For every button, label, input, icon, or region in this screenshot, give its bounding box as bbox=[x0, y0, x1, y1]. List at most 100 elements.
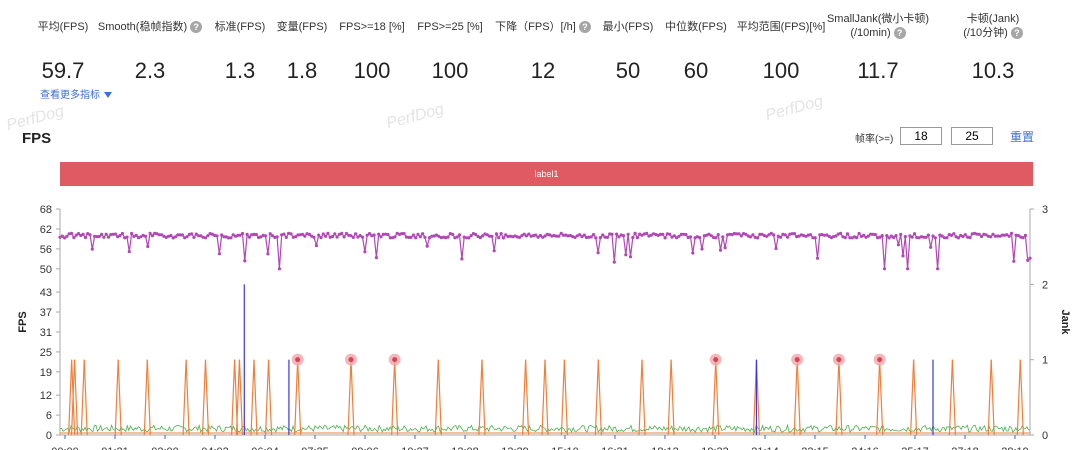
fps-point bbox=[95, 235, 99, 239]
fps-point bbox=[197, 234, 201, 238]
fps-point bbox=[554, 234, 559, 238]
label-bar[interactable]: label1 bbox=[60, 162, 1033, 186]
fps-point bbox=[356, 235, 360, 239]
fps-point bbox=[423, 235, 427, 239]
fps-point bbox=[675, 236, 679, 240]
x-tick-label: 02:00 bbox=[151, 446, 179, 450]
fps-point bbox=[631, 235, 635, 240]
metric-label: 平均(FPS) bbox=[37, 21, 89, 33]
fps-point bbox=[797, 234, 801, 238]
metric-label: 卡顿(Jank) bbox=[966, 13, 1020, 25]
x-tick-label: 16:31 bbox=[601, 446, 629, 450]
small-jank-spike bbox=[481, 359, 486, 436]
fps-point bbox=[809, 233, 813, 237]
fps-point bbox=[672, 234, 676, 238]
show-more-metrics-link[interactable]: 查看更多指标 bbox=[40, 86, 112, 101]
fps-point bbox=[1023, 233, 1027, 237]
x-tick-label: 28:19 bbox=[1001, 446, 1029, 450]
metric: 最小(FPS) 50 bbox=[598, 14, 658, 83]
help-icon[interactable]: ? bbox=[190, 21, 203, 33]
fps-point bbox=[894, 234, 898, 238]
y-axis-label: FPS bbox=[17, 311, 29, 332]
fps-point bbox=[917, 236, 921, 240]
metric-value: 2.3 bbox=[134, 58, 166, 83]
fps-point bbox=[924, 235, 928, 239]
help-icon[interactable]: ? bbox=[1010, 27, 1023, 39]
metric: 中位数(FPS) 60 bbox=[664, 14, 728, 83]
fps-point bbox=[300, 232, 305, 236]
small-jank-spike bbox=[264, 359, 270, 436]
fps-point bbox=[1026, 258, 1030, 262]
frame-rate-threshold-input-2[interactable] bbox=[951, 127, 993, 145]
fps-point bbox=[351, 235, 355, 239]
frame-rate-threshold-input-1[interactable] bbox=[900, 127, 942, 145]
x-tick-label: 21:14 bbox=[751, 446, 779, 450]
x-tick-label: 06:04 bbox=[251, 446, 279, 450]
help-icon[interactable]: ? bbox=[893, 27, 906, 39]
fps-point bbox=[862, 233, 866, 237]
small-jank-spike bbox=[835, 359, 840, 436]
metric-label-row: FPS>=18 [%] bbox=[339, 20, 404, 34]
metric-value: 50 bbox=[615, 58, 641, 83]
fps-point bbox=[903, 235, 907, 239]
small-jank-spike bbox=[294, 359, 299, 436]
fps-point bbox=[199, 234, 203, 238]
metric-value: 10.3 bbox=[971, 58, 1015, 83]
fps-point bbox=[421, 232, 425, 236]
fps-point bbox=[63, 236, 67, 240]
small-jank-spike bbox=[68, 359, 73, 436]
fps-point bbox=[645, 231, 649, 235]
fps-point bbox=[252, 232, 256, 236]
fps-point bbox=[411, 233, 415, 237]
fps-point bbox=[169, 233, 173, 238]
fps-point bbox=[134, 233, 138, 237]
fps-point bbox=[113, 232, 117, 236]
fps-point bbox=[677, 234, 681, 238]
fps-point bbox=[966, 235, 970, 239]
fps-point bbox=[968, 236, 972, 240]
y-tick-label: 62 bbox=[40, 224, 52, 236]
fps-point bbox=[499, 232, 503, 236]
fps-chart[interactable]: 06121925313743505662680123FPSJank00:0001… bbox=[0, 195, 1080, 450]
fps-point bbox=[229, 236, 233, 240]
fps-point bbox=[991, 232, 995, 236]
fps-point bbox=[372, 233, 376, 237]
fps-point bbox=[767, 233, 771, 237]
fps-point bbox=[451, 232, 455, 236]
fps-point bbox=[330, 234, 335, 239]
fps-point bbox=[289, 232, 293, 236]
fps-point bbox=[72, 236, 76, 240]
metric-label-sub: (/10min)? bbox=[850, 26, 906, 40]
fps-point bbox=[414, 236, 418, 240]
jank-marker bbox=[348, 357, 354, 363]
fps-point bbox=[236, 233, 240, 237]
small-jank-spike bbox=[204, 359, 210, 436]
fps-point bbox=[834, 234, 838, 238]
fps-point bbox=[303, 234, 307, 238]
fps-point bbox=[818, 233, 822, 237]
fps-point bbox=[993, 234, 998, 238]
fps-point bbox=[367, 232, 372, 236]
fps-point bbox=[120, 231, 124, 236]
small-jank-spike bbox=[641, 359, 646, 436]
fps-point bbox=[268, 232, 272, 236]
fps-point bbox=[240, 231, 245, 236]
fps-point bbox=[615, 232, 619, 236]
small-jank-spike bbox=[478, 359, 483, 436]
fps-point bbox=[626, 232, 630, 236]
fps-point bbox=[785, 235, 790, 239]
fps-point bbox=[811, 236, 815, 240]
small-jank-spike bbox=[670, 359, 675, 436]
fps-point bbox=[342, 235, 346, 239]
fps-point bbox=[146, 244, 150, 249]
help-icon[interactable]: ? bbox=[578, 21, 591, 33]
reset-button[interactable]: 重置 bbox=[1010, 130, 1035, 144]
fps-point bbox=[608, 232, 612, 236]
small-jank-spike bbox=[541, 359, 546, 436]
x-tick-label: 04:02 bbox=[201, 446, 229, 450]
metric-value: 100 bbox=[762, 58, 800, 83]
fps-point bbox=[497, 236, 501, 240]
y-tick-label: 43 bbox=[40, 287, 52, 299]
fps-point bbox=[90, 247, 94, 251]
metric-label-row: 中位数(FPS) bbox=[665, 20, 727, 34]
